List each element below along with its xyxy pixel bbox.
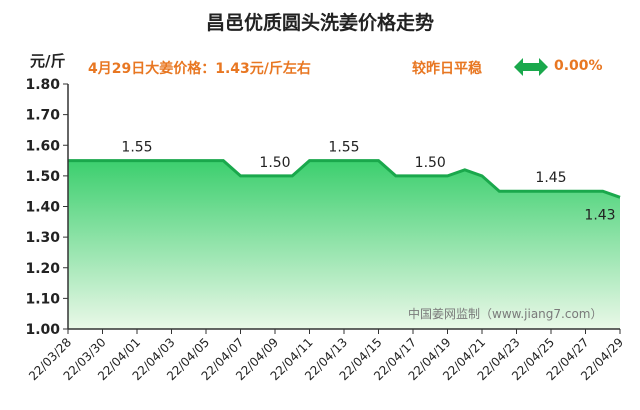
trend-percent: 0.00% bbox=[554, 58, 603, 74]
watermark: 中国姜网监制（www.jiang7.com） bbox=[408, 307, 603, 321]
chart-title: 昌邑优质圆头洗姜价格走势 bbox=[205, 12, 434, 34]
price-line bbox=[68, 159, 621, 199]
data-label: 1.43 bbox=[584, 207, 615, 223]
price-note: 4月29日大姜价格：1.43元/斤左右 bbox=[88, 61, 311, 77]
double-arrow-icon bbox=[514, 58, 548, 76]
y-tick-label: 1.50 bbox=[25, 169, 60, 185]
y-tick-label: 1.00 bbox=[25, 322, 60, 338]
y-tick-label: 1.60 bbox=[25, 138, 60, 154]
y-tick-label: 1.30 bbox=[25, 230, 60, 246]
price-area bbox=[68, 160, 620, 329]
area-layer bbox=[68, 159, 621, 329]
double-arrow-shape bbox=[514, 58, 548, 76]
data-label: 1.50 bbox=[259, 155, 290, 171]
data-label: 1.50 bbox=[415, 155, 446, 171]
y-tick-label: 1.70 bbox=[25, 108, 60, 124]
y-tick-label: 1.80 bbox=[25, 77, 60, 93]
y-tick-label: 1.40 bbox=[25, 200, 60, 216]
label-layer: 1.55 1.50 1.55 1.50 1.45 1.43 bbox=[121, 140, 615, 224]
trend-label: 较昨日平稳 bbox=[412, 61, 482, 77]
data-label: 1.55 bbox=[328, 140, 359, 156]
data-label: 1.45 bbox=[535, 170, 566, 186]
data-label: 1.55 bbox=[121, 140, 152, 156]
y-axis-unit: 元/斤 bbox=[30, 52, 66, 70]
y-tick-label: 1.10 bbox=[25, 291, 60, 307]
y-tick-label: 1.20 bbox=[25, 261, 60, 277]
